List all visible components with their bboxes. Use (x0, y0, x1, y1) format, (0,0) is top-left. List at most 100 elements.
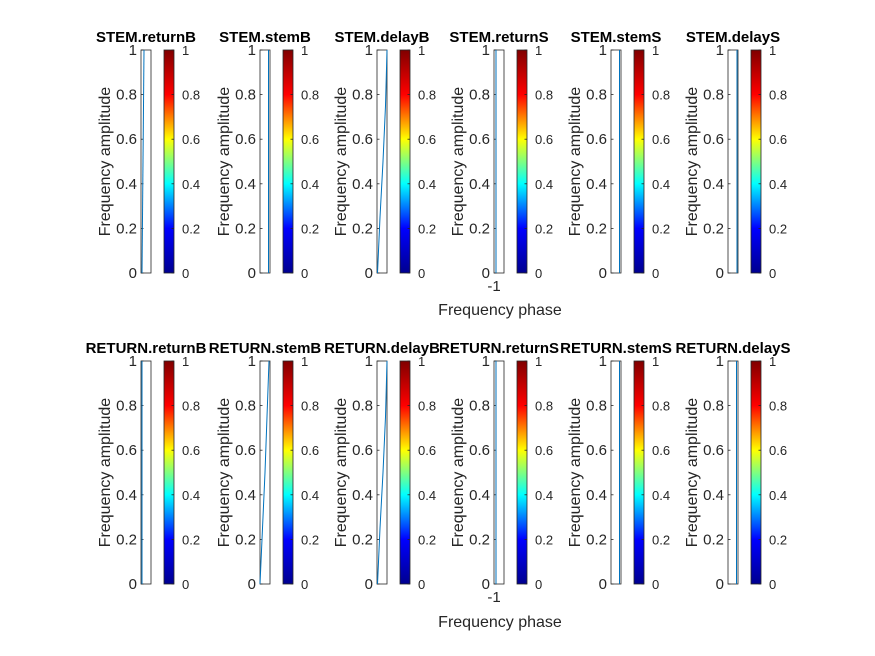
y-axis-label: Frequency amplitude (450, 398, 467, 548)
y-tick-label: 0.6 (352, 131, 373, 148)
y-tick-label: 0.6 (116, 442, 137, 459)
colorbar-tick-label: 0.8 (652, 399, 670, 414)
y-tick-label: 0.4 (703, 176, 724, 193)
colorbar-tick-label: 0.6 (652, 132, 670, 147)
y-tick-label: 0.8 (469, 87, 490, 104)
colorbar (282, 360, 294, 585)
colorbar (516, 360, 528, 585)
y-tick-label: 0.4 (469, 176, 490, 193)
colorbar-tick-label: 0.4 (652, 488, 670, 503)
subplot-title: RETURN.stemB (209, 340, 322, 357)
colorbar-tick-label: 0.8 (182, 399, 200, 414)
y-tick-label: 0.2 (469, 220, 490, 237)
colorbar-tick-label: 0.6 (301, 132, 319, 147)
colorbar-tick-label: 0.6 (769, 132, 787, 147)
colorbar-tick-label: 1 (535, 354, 542, 369)
colorbar-tick-label: 0.2 (535, 221, 553, 236)
y-tick-label: 0.4 (469, 487, 490, 504)
colorbar-tick-label: 1 (652, 354, 659, 369)
y-tick-label: 0.6 (586, 442, 607, 459)
subplot-return-stemb: 0 0.2 0.4 0.6 0.8 1 Frequency amplitude RETURN.… (209, 340, 322, 593)
y-tick-label: 1 (248, 42, 256, 59)
subplot-stem-returnb: 0 0.2 0.4 0.6 0.8 1 Frequency amplitude STEM.re… (96, 29, 200, 282)
series-line (377, 360, 388, 585)
y-tick-label: 0.2 (116, 220, 137, 237)
colorbar-tick-label: 1 (418, 43, 425, 58)
colorbar-tick-label: 0.2 (418, 221, 436, 236)
y-axis-label: Frequency amplitude (97, 87, 114, 237)
y-tick-label: 0 (599, 265, 607, 282)
subplot-title: RETURN.delayS (675, 340, 790, 357)
colorbar-tick-label: 0 (182, 266, 189, 281)
colorbar-tick-label: 1 (535, 43, 542, 58)
colorbar-tick-label: 0.2 (769, 532, 787, 547)
y-tick-label: 0.4 (586, 176, 607, 193)
colorbar-tick-label: 0 (535, 266, 542, 281)
y-tick-label: 0.8 (116, 87, 137, 104)
y-tick-label: 0.4 (352, 487, 373, 504)
y-tick-label: 0 (482, 576, 490, 593)
y-tick-label: 0.6 (586, 131, 607, 148)
y-tick-label: 0.2 (235, 220, 256, 237)
axes-box (493, 49, 505, 274)
colorbar-tick-label: 1 (182, 354, 189, 369)
y-tick-label: 0 (248, 576, 256, 593)
y-tick-label: 0.2 (703, 531, 724, 548)
y-tick-label: 0.8 (352, 87, 373, 104)
axes-box (376, 49, 388, 274)
colorbar-tick-label: 0.4 (182, 177, 200, 192)
colorbar (633, 360, 645, 585)
colorbar-tick-label: 0.6 (182, 132, 200, 147)
subplot-title: STEM.stemS (571, 29, 662, 46)
colorbar-tick-label: 0.6 (301, 443, 319, 458)
colorbar-tick-label: 0.2 (535, 532, 553, 547)
colorbar-tick-label: 0.8 (418, 399, 436, 414)
colorbar-tick-label: 0.2 (769, 221, 787, 236)
axes-box (727, 49, 739, 274)
y-tick-label: 0.8 (235, 87, 256, 104)
axes-box (376, 360, 388, 585)
colorbar-tick-label: 0.4 (418, 177, 436, 192)
colorbar-tick-label: 0 (418, 577, 425, 592)
y-tick-label: 0.6 (703, 442, 724, 459)
y-tick-label: 0.8 (235, 398, 256, 415)
colorbar-tick-label: 0.8 (652, 88, 670, 103)
colorbar-tick-label: 0.8 (301, 399, 319, 414)
colorbar-tick-label: 0.8 (301, 88, 319, 103)
colorbar (750, 49, 762, 274)
y-axis-label: Frequency amplitude (216, 87, 233, 237)
y-tick-label: 0.8 (352, 398, 373, 415)
y-tick-label: 1 (482, 353, 490, 370)
x-axis-label-row-1: Frequency phase (438, 302, 562, 319)
subplot-title: RETURN.delayB (324, 340, 440, 357)
colorbar-tick-label: 1 (301, 354, 308, 369)
x-tick-label: -1 (487, 278, 500, 295)
y-axis-label: Frequency amplitude (567, 398, 584, 548)
y-tick-label: 1 (599, 353, 607, 370)
colorbar-tick-label: 0.6 (535, 132, 553, 147)
subplot-return-delays: 0 0.2 0.4 0.6 0.8 1 Frequency amplitude RETURN.… (675, 340, 790, 593)
colorbar-tick-label: 0.4 (769, 488, 787, 503)
colorbar-tick-label: 0.6 (418, 132, 436, 147)
subplot-title: STEM.returnB (96, 29, 196, 46)
y-tick-label: 0.2 (703, 220, 724, 237)
colorbar-tick-label: 0.2 (652, 532, 670, 547)
subplot-title: RETURN.returnS (439, 340, 559, 357)
colorbar (516, 49, 528, 274)
y-tick-label: 1 (482, 42, 490, 59)
y-tick-label: 1 (365, 353, 373, 370)
subplot-title: STEM.stemB (219, 29, 311, 46)
colorbar-tick-label: 0.4 (769, 177, 787, 192)
subplot-return-returns: 0 0.2 0.4 0.6 0.8 1 -1 Frequency amplitude RETUR… (439, 340, 559, 606)
axes-box (259, 49, 271, 274)
subplot-title: STEM.delayS (686, 29, 780, 46)
colorbar-tick-label: 0.4 (301, 488, 319, 503)
x-axis-label-row-2: Frequency phase (438, 614, 562, 631)
y-tick-label: 0.6 (469, 442, 490, 459)
y-tick-label: 0.8 (586, 398, 607, 415)
y-tick-label: 0.4 (116, 487, 137, 504)
y-tick-label: 0.2 (235, 531, 256, 548)
y-tick-label: 0 (248, 265, 256, 282)
y-tick-label: 0 (129, 265, 137, 282)
colorbar-tick-label: 0.4 (535, 488, 553, 503)
